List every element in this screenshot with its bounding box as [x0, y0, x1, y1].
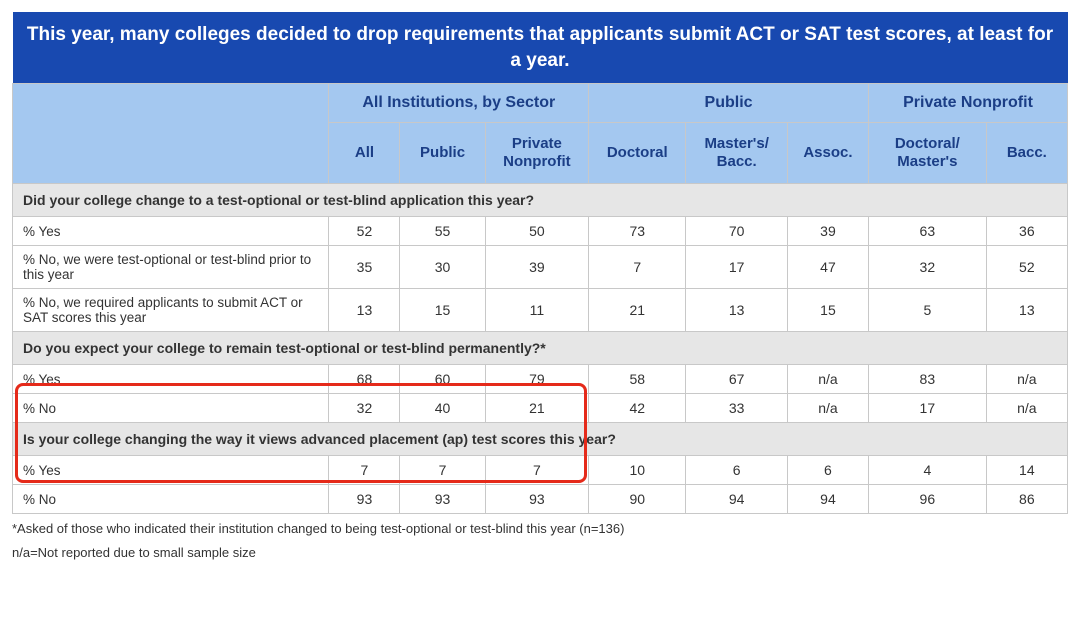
col-all: All: [329, 123, 400, 184]
group-private-np: Private Nonprofit: [869, 84, 1068, 123]
cell: 42: [589, 394, 686, 423]
cell: 63: [869, 217, 987, 246]
cell: 33: [686, 394, 787, 423]
col-doct-masters: Doctoral/ Master's: [869, 123, 987, 184]
cell: 4: [869, 456, 987, 485]
cell: 7: [400, 456, 485, 485]
cell: 21: [589, 289, 686, 332]
table-container: This year, many colleges decided to drop…: [12, 12, 1068, 514]
cell: 14: [986, 456, 1067, 485]
cell: n/a: [986, 365, 1067, 394]
row-label: % No, we required applicants to submit A…: [13, 289, 329, 332]
cell: 36: [986, 217, 1067, 246]
footnote-1: *Asked of those who indicated their inst…: [12, 520, 1068, 538]
cell: 11: [485, 289, 588, 332]
cell: 52: [329, 217, 400, 246]
cell: 40: [400, 394, 485, 423]
row-label: % Yes: [13, 365, 329, 394]
cell: 94: [787, 485, 868, 514]
cell: 13: [986, 289, 1067, 332]
cell: 30: [400, 246, 485, 289]
section-heading: Do you expect your college to remain tes…: [13, 332, 1068, 365]
cell: 96: [869, 485, 987, 514]
cell: 32: [869, 246, 987, 289]
cell: 7: [589, 246, 686, 289]
cell: 13: [686, 289, 787, 332]
cell: 35: [329, 246, 400, 289]
cell: 60: [400, 365, 485, 394]
cell: 6: [787, 456, 868, 485]
cell: 10: [589, 456, 686, 485]
cell: 15: [787, 289, 868, 332]
cell: 93: [485, 485, 588, 514]
cell: 86: [986, 485, 1067, 514]
cell: 13: [329, 289, 400, 332]
row-label: % Yes: [13, 456, 329, 485]
cell: 50: [485, 217, 588, 246]
cell: 32: [329, 394, 400, 423]
survey-table: This year, many colleges decided to drop…: [12, 12, 1068, 514]
col-doctoral: Doctoral: [589, 123, 686, 184]
cell: 21: [485, 394, 588, 423]
row-label: % No: [13, 394, 329, 423]
cell: n/a: [787, 394, 868, 423]
section-heading: Did your college change to a test-option…: [13, 184, 1068, 217]
group-all-sector: All Institutions, by Sector: [329, 84, 589, 123]
cell: 55: [400, 217, 485, 246]
cell: 39: [485, 246, 588, 289]
col-public: Public: [400, 123, 485, 184]
stub-head: [13, 84, 329, 184]
col-masters-bacc: Master's/ Bacc.: [686, 123, 787, 184]
cell: 79: [485, 365, 588, 394]
table-title: This year, many colleges decided to drop…: [13, 12, 1068, 84]
cell: 68: [329, 365, 400, 394]
cell: 93: [400, 485, 485, 514]
cell: 58: [589, 365, 686, 394]
cell: 17: [869, 394, 987, 423]
cell: 83: [869, 365, 987, 394]
cell: 52: [986, 246, 1067, 289]
cell: 90: [589, 485, 686, 514]
cell: n/a: [787, 365, 868, 394]
cell: 47: [787, 246, 868, 289]
row-label: % Yes: [13, 217, 329, 246]
cell: 7: [485, 456, 588, 485]
section-heading: Is your college changing the way it view…: [13, 423, 1068, 456]
cell: 15: [400, 289, 485, 332]
row-label: % No: [13, 485, 329, 514]
cell: n/a: [986, 394, 1067, 423]
col-private-np: Private Nonprofit: [485, 123, 588, 184]
cell: 17: [686, 246, 787, 289]
row-label: % No, we were test-optional or test-blin…: [13, 246, 329, 289]
col-bacc: Bacc.: [986, 123, 1067, 184]
cell: 6: [686, 456, 787, 485]
cell: 39: [787, 217, 868, 246]
cell: 93: [329, 485, 400, 514]
cell: 7: [329, 456, 400, 485]
cell: 70: [686, 217, 787, 246]
cell: 94: [686, 485, 787, 514]
cell: 5: [869, 289, 987, 332]
group-public: Public: [589, 84, 869, 123]
cell: 67: [686, 365, 787, 394]
col-assoc: Assoc.: [787, 123, 868, 184]
footnote-2: n/a=Not reported due to small sample siz…: [12, 544, 1068, 562]
cell: 73: [589, 217, 686, 246]
